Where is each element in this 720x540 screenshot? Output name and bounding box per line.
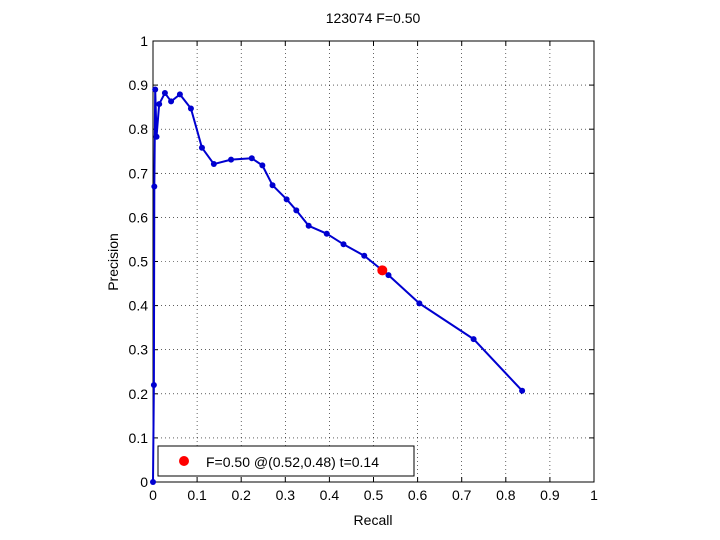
y-tick-label: 0 (140, 474, 148, 490)
series (150, 86, 526, 485)
y-tick-label: 0.4 (129, 298, 149, 314)
pr-point (151, 183, 158, 190)
pr-point (293, 207, 300, 214)
pr-point (259, 162, 266, 169)
y-tick-label: 0.6 (129, 209, 149, 225)
x-tick-label: 0.8 (496, 487, 516, 503)
pr-point (340, 241, 347, 248)
y-tick-label: 0.2 (129, 386, 149, 402)
pr-point (361, 252, 368, 259)
pr-point (176, 91, 183, 98)
y-tick-label: 0.8 (129, 121, 149, 137)
y-tick-label: 0.9 (129, 77, 149, 93)
pr-point (153, 133, 160, 140)
pr-point (187, 105, 194, 112)
x-tick-label: 0.1 (187, 487, 207, 503)
y-tick-label: 0.7 (129, 165, 149, 181)
pr-point (156, 101, 163, 108)
x-axis-label: Recall (354, 512, 393, 528)
y-tick-label: 0.3 (129, 342, 149, 358)
y-tick-label: 1 (140, 33, 148, 49)
pr-point (228, 156, 235, 163)
pr-point (269, 182, 276, 189)
pr-point (519, 387, 526, 394)
x-tick-label: 0.2 (231, 487, 251, 503)
y-axis-label: Precision (105, 233, 121, 291)
pr-point (283, 196, 290, 203)
legend-label: F=0.50 @(0.52,0.48) t=0.14 (206, 454, 379, 470)
pr-point (416, 300, 423, 307)
pr-point (198, 144, 205, 151)
y-tick-label: 0.1 (129, 430, 149, 446)
f-measure-point (377, 265, 388, 276)
pr-point (161, 90, 168, 97)
pr-point (168, 98, 175, 105)
pr-point (248, 155, 255, 162)
legend-marker (179, 456, 189, 466)
pr-point (150, 479, 156, 485)
pr-point (210, 161, 217, 168)
highlight-layer (377, 265, 388, 276)
x-tick-label: 0.9 (540, 487, 560, 503)
x-tick-label: 0.7 (452, 487, 472, 503)
ticks: 0 0.1 0.2 0.3 0.4 0.5 0.6 0.7 0.8 0.9 1 0 0.1 0.2 0.3 0… (129, 33, 599, 503)
pr-point (323, 230, 330, 237)
grid (153, 41, 594, 482)
pr-point (470, 336, 477, 343)
legend: F=0.50 @(0.52,0.48) t=0.14 (157, 445, 415, 477)
x-tick-label: 0 (149, 487, 157, 503)
x-tick-label: 0.5 (364, 487, 384, 503)
pr-point (385, 272, 392, 279)
x-tick-label: 0.4 (320, 487, 340, 503)
x-tick-label: 1 (590, 487, 598, 503)
x-tick-label: 0.6 (408, 487, 428, 503)
pr-point (150, 381, 157, 388)
x-tick-label: 0.3 (276, 487, 296, 503)
y-tick-label: 0.5 (129, 254, 149, 270)
pr-point (152, 86, 159, 93)
chart-title: 123074 F=0.50 (326, 10, 421, 26)
legend-box (157, 445, 415, 477)
pr-point (305, 222, 312, 229)
pr-curve-line (152, 88, 523, 483)
